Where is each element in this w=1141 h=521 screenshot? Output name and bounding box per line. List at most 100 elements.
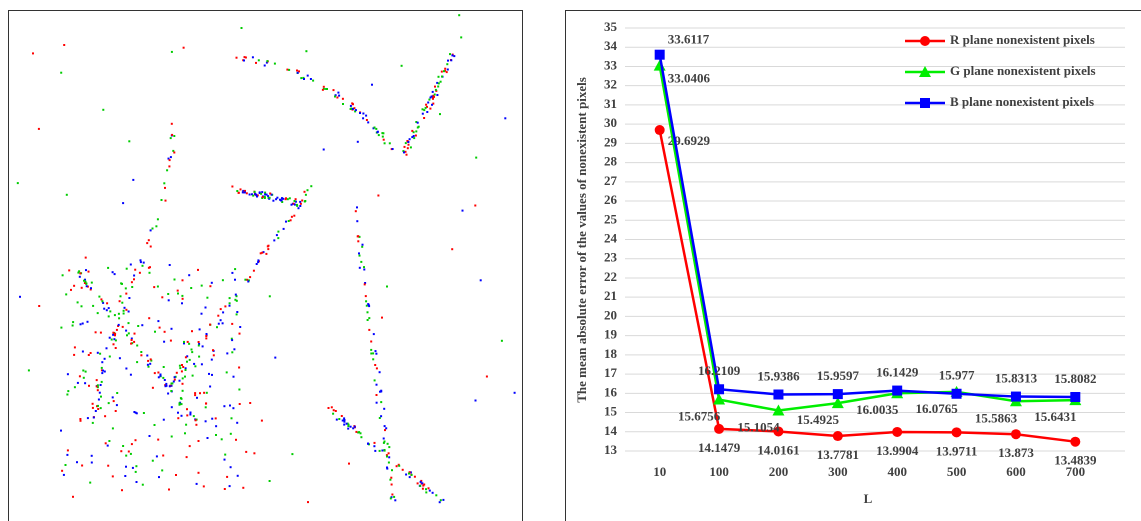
pixel-dot xyxy=(80,323,82,325)
pixel-dot xyxy=(180,397,182,399)
pixel-dot xyxy=(281,197,283,199)
pixel-dot xyxy=(357,141,359,143)
pixel-dot xyxy=(186,414,188,416)
pixel-dot xyxy=(83,280,85,282)
pixel-dot xyxy=(375,353,377,355)
pixel-dot xyxy=(85,371,87,373)
pixel-dot xyxy=(164,379,166,381)
pixel-dot xyxy=(235,439,237,441)
pixel-dot xyxy=(128,297,130,299)
pixel-dot xyxy=(150,358,152,360)
pixel-dot xyxy=(149,435,151,437)
pixel-dot xyxy=(307,189,309,191)
pixel-dot xyxy=(379,391,381,393)
pixel-dot xyxy=(125,309,127,311)
pixel-dot xyxy=(432,91,434,93)
y-tick-label: 17 xyxy=(604,365,618,380)
pixel-dot xyxy=(348,463,350,465)
pixel-dot xyxy=(422,485,424,487)
pixel-dot xyxy=(312,80,314,82)
pixel-dot xyxy=(304,201,306,203)
pixel-dot xyxy=(296,204,298,206)
pixel-dot xyxy=(177,417,179,419)
y-tick-label: 16 xyxy=(604,384,618,399)
pixel-dot xyxy=(105,442,107,444)
pixel-dot xyxy=(451,248,453,250)
pixel-dot xyxy=(231,186,233,188)
pixel-dot xyxy=(92,422,94,424)
pixel-dot xyxy=(122,445,124,447)
pixel-dot xyxy=(98,296,100,298)
pixel-dot xyxy=(367,311,369,313)
pixel-dot xyxy=(245,451,247,453)
pixel-dot xyxy=(241,27,243,29)
pixel-dot xyxy=(231,351,233,353)
pixel-dot xyxy=(79,272,81,274)
pixel-dot xyxy=(384,425,386,427)
pixel-dot xyxy=(370,341,372,343)
pixel-dot xyxy=(198,440,200,442)
pixel-dot xyxy=(419,485,421,487)
pixel-dot xyxy=(256,263,258,265)
pixel-dot xyxy=(101,367,103,369)
pixel-dot xyxy=(437,86,439,88)
pixel-dot xyxy=(211,282,213,284)
pixel-dot xyxy=(244,56,246,58)
pixel-dot xyxy=(171,382,173,384)
pixel-dot xyxy=(233,376,235,378)
pixel-dot xyxy=(199,392,201,394)
pixel-dot xyxy=(179,380,181,382)
pixel-dot xyxy=(85,269,87,271)
pixel-dot xyxy=(181,370,183,372)
legend-marker xyxy=(920,36,930,46)
pixel-dot xyxy=(409,476,411,478)
pixel-dot xyxy=(170,390,172,392)
pixel-dot xyxy=(388,456,390,458)
pixel-dot xyxy=(254,191,256,193)
pixel-dot xyxy=(126,268,128,270)
pixel-dot xyxy=(173,152,175,154)
pixel-dot xyxy=(154,424,156,426)
pixel-dot xyxy=(407,141,409,143)
pixel-dot xyxy=(148,366,150,368)
pixel-dot xyxy=(108,307,110,309)
pixel-dot xyxy=(350,426,352,428)
data-label: 14.1479 xyxy=(698,440,741,455)
pixel-dot xyxy=(377,131,379,133)
pixel-dot xyxy=(107,267,109,269)
pixel-dot xyxy=(106,347,108,349)
pixel-dot xyxy=(374,442,376,444)
pixel-dot xyxy=(231,339,233,341)
pixel-dot xyxy=(310,185,312,187)
pixel-dot xyxy=(381,132,383,134)
marker xyxy=(655,125,665,135)
pixel-dot xyxy=(265,253,267,255)
pixel-dot xyxy=(267,245,269,247)
marker xyxy=(1070,437,1080,447)
pixel-dot xyxy=(379,450,381,452)
y-tick-label: 32 xyxy=(604,77,617,92)
pixel-dot xyxy=(140,259,142,261)
pixel-dot xyxy=(358,431,360,433)
pixel-dot xyxy=(435,494,437,496)
pixel-dot xyxy=(257,259,259,261)
pixel-dot xyxy=(157,372,159,374)
pixel-dot xyxy=(104,358,106,360)
pixel-dot xyxy=(367,443,369,445)
pixel-dot xyxy=(108,315,110,317)
pixel-dot xyxy=(385,427,387,429)
pixel-dot xyxy=(411,130,413,132)
pixel-dot xyxy=(238,367,240,369)
pixel-dot xyxy=(217,315,219,317)
pixel-dot xyxy=(165,200,167,202)
pixel-dot xyxy=(253,270,255,272)
pixel-dot xyxy=(66,194,68,196)
pixel-dot xyxy=(296,70,298,72)
pixel-dot xyxy=(189,359,191,361)
pixel-dot xyxy=(233,348,235,350)
pixel-dot xyxy=(72,321,74,323)
pixel-dot xyxy=(112,396,114,398)
pixel-dot xyxy=(186,361,188,363)
pixel-dot xyxy=(347,428,349,430)
pixel-dot xyxy=(440,499,442,501)
